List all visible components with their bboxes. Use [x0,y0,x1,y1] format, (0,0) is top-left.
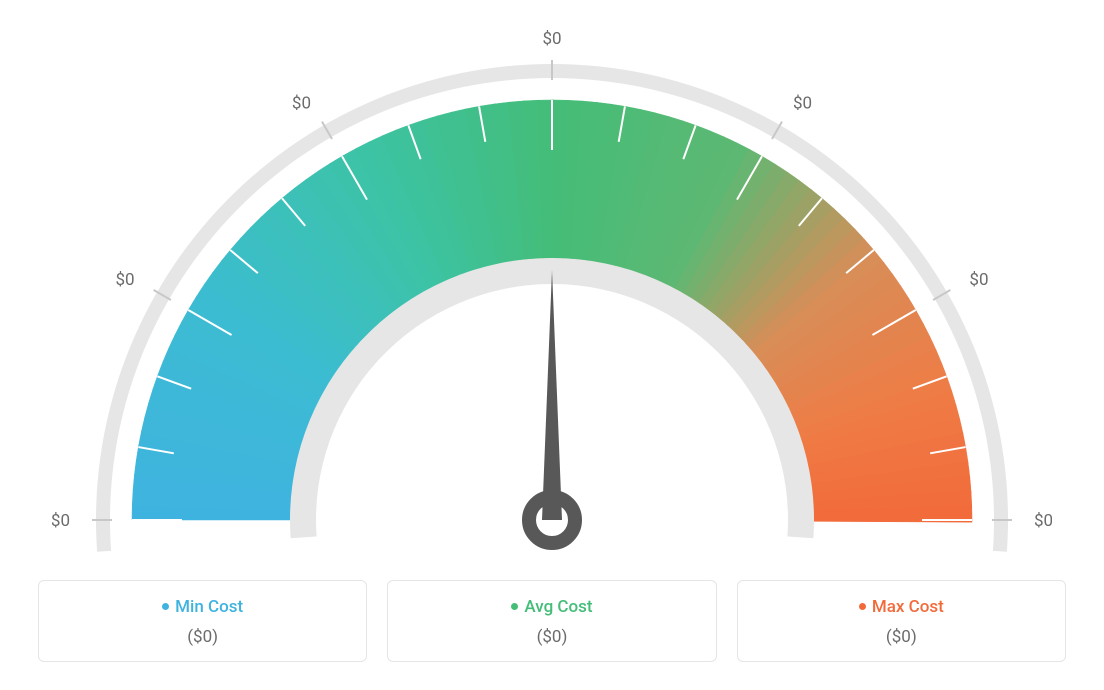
gauge-container: $0 $0 $0 $0 $0 $0 $0 [0,0,1104,560]
gauge-svg: $0 $0 $0 $0 $0 $0 $0 [52,20,1052,580]
legend-value-min: ($0) [49,627,356,647]
legend-label-text: Max Cost [872,597,944,617]
svg-text:$0: $0 [969,270,988,290]
legend-label-avg: Avg Cost [398,597,705,617]
svg-text:$0: $0 [1034,511,1052,531]
legend-label-text: Avg Cost [524,597,592,617]
svg-text:$0: $0 [52,511,70,531]
legend-card-min: Min Cost ($0) [38,580,367,662]
legend-label-min: Min Cost [49,597,356,617]
legend-card-max: Max Cost ($0) [737,580,1066,662]
legend-value-avg: ($0) [398,627,705,647]
svg-text:$0: $0 [115,270,134,290]
svg-text:$0: $0 [292,94,311,114]
legend-card-avg: Avg Cost ($0) [387,580,716,662]
legend-value-max: ($0) [748,627,1055,647]
legend-label-max: Max Cost [748,597,1055,617]
dot-icon [511,603,518,610]
dot-icon [162,603,169,610]
dot-icon [859,603,866,610]
legend-row: Min Cost ($0) Avg Cost ($0) Max Cost ($0… [38,580,1066,662]
svg-text:$0: $0 [793,94,812,114]
svg-text:$0: $0 [542,29,561,49]
legend-label-text: Min Cost [175,597,243,617]
